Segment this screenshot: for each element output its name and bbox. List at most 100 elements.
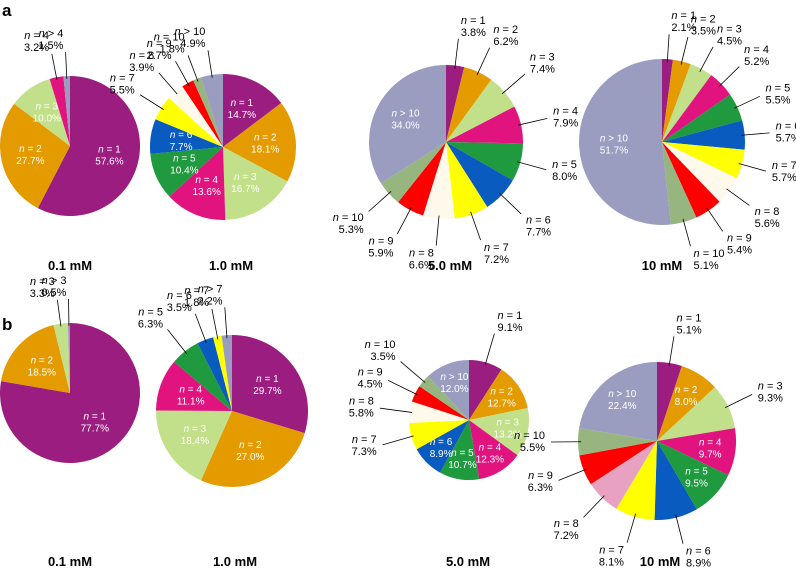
pie-slice-n-4	[49, 76, 70, 146]
pie-slice-n-8	[423, 142, 455, 220]
n-symbol: n	[776, 121, 782, 133]
slice-n-label: n = 2	[19, 144, 42, 155]
leader-line	[167, 329, 188, 355]
n-value: = 2	[697, 13, 716, 25]
pie-slice-n-5	[174, 343, 232, 411]
n-value: = 3	[36, 276, 55, 288]
pie-slice-n-6	[197, 337, 232, 411]
slice-label: n = 4 9.7%	[699, 438, 722, 461]
n-value: = 7	[778, 160, 796, 172]
n-value: = 9	[375, 235, 394, 247]
n-symbol: n	[552, 159, 558, 171]
slice-percent: 29.7%	[253, 386, 281, 397]
n-value: = 5	[691, 466, 708, 477]
slice-percent: 5.7%	[776, 133, 796, 145]
slice-label: n > 10 22.4%	[608, 389, 637, 412]
pie-slice-n-gtgt3	[67, 322, 70, 393]
slice-n-label: n = 8	[755, 206, 780, 218]
slice-percent: 10.0%	[33, 114, 61, 125]
n-value: = 5	[558, 159, 577, 171]
slice-n-label: n = 2	[31, 356, 54, 367]
slice-label: n = 8 3.9%	[129, 50, 154, 74]
leader-line	[517, 117, 548, 126]
slice-percent: 9.1%	[498, 322, 523, 334]
pie-slice-n-1	[0, 323, 140, 463]
slice-label: n = 4 5.2%	[744, 44, 769, 68]
slice-label: n = 8 5.6%	[755, 206, 780, 230]
pie-chart-b-01mM: n = 1 77.7%n = 2 18.5%n = 3 3.3%n > 3 0.5%0.…	[0, 275, 140, 569]
n-symbol: n	[98, 145, 104, 156]
leader-line	[51, 53, 58, 81]
n-value: > 10	[614, 389, 637, 400]
n-value: = 10	[339, 212, 364, 224]
slice-label: n = 3 4.5%	[717, 23, 742, 47]
slice-label: n = 9 6.3%	[528, 470, 553, 494]
n-symbol: n	[530, 52, 536, 64]
pie-slice-n-7	[446, 142, 488, 219]
slice-n-label: n = 1	[256, 374, 279, 385]
n-symbol: n	[138, 306, 144, 318]
slice-label: n = 4 7.9%	[553, 105, 578, 129]
slice-percent: 2.7%	[147, 50, 172, 62]
slice-n-label: n = 10	[694, 248, 725, 260]
slice-percent: 34.0%	[391, 121, 419, 132]
slice-n-label: n = 8	[129, 50, 154, 62]
pie-slice-n-1	[657, 362, 682, 441]
n-symbol: n	[600, 134, 606, 145]
slice-n-label: n = 1	[461, 15, 486, 27]
n-symbol: n	[129, 50, 135, 62]
slice-n-label: n = 3	[758, 381, 783, 393]
n-symbol: n	[369, 235, 375, 247]
slice-percent: 4.5%	[717, 35, 742, 47]
n-symbol: n	[173, 153, 179, 164]
n-symbol: n	[147, 38, 153, 50]
slice-label: n = 3 18.4%	[181, 424, 209, 447]
pie-slice-n-9	[398, 142, 446, 216]
n-value: = 1	[504, 310, 523, 322]
n-value: = 8	[355, 396, 374, 408]
n-value: = 5	[144, 306, 163, 318]
pie-slice-n-3	[223, 147, 288, 220]
n-symbol: n	[675, 385, 681, 396]
concentration-label: 1.0 mM	[213, 554, 257, 569]
slice-percent: 14.7%	[228, 110, 256, 121]
slice-percent: 12.3%	[476, 455, 504, 466]
n-symbol: n	[727, 233, 733, 245]
slice-label: n = 7 1.8%	[184, 285, 209, 309]
pie-chart-a-50mM: n = 1 3.8% n = 2 6.2%n = 3 7.4%n = 4 7.9%n = …	[333, 15, 579, 273]
leader-line	[741, 132, 770, 136]
pie-slice-n-4	[662, 75, 731, 142]
n-value: = 7	[190, 285, 209, 297]
slice-label: n = 10 5.3%	[333, 212, 364, 236]
slice-percent: 2.2%	[197, 295, 222, 307]
slice-percent: 8.9%	[686, 558, 711, 570]
pie-chart-b-10mM: n = 1 5.1%n = 2 8.0%n = 3 9.3%n = 4 9.7%n = …	[514, 312, 783, 569]
slice-percent: 4.9%	[180, 38, 205, 50]
leader-line	[194, 313, 207, 343]
slice-label: n = 8 7.2%	[554, 518, 579, 542]
pie-slice-n-gtgt10	[579, 59, 671, 225]
slice-n-label: n > 10	[440, 372, 469, 383]
leader-line	[517, 161, 547, 171]
pie-slice-n-2	[662, 59, 691, 142]
n-symbol: n	[717, 23, 723, 35]
leader-line	[400, 361, 426, 383]
slice-n-label: n = 4	[179, 385, 202, 396]
pie-slice-n-6	[654, 441, 697, 520]
n-symbol: n	[484, 242, 490, 254]
slice-percent: 12.7%	[488, 399, 516, 410]
slice-label: n = 8 6.6%	[409, 248, 434, 272]
slice-label: n = 1 9.1%	[498, 310, 523, 334]
slice-n-label: n > 3	[42, 275, 67, 287]
n-symbol: n	[24, 30, 30, 42]
pie-slice-n-3	[662, 64, 712, 142]
slice-n-label: n = 7	[772, 160, 796, 172]
slice-percent: 7.2%	[484, 254, 509, 266]
n-symbol: n	[256, 374, 262, 385]
slice-n-label: n = 1	[98, 145, 121, 156]
n-symbol: n	[599, 545, 605, 557]
n-value: = 7	[358, 434, 377, 446]
n-value: = 3	[41, 102, 58, 113]
leader-line	[668, 336, 675, 367]
